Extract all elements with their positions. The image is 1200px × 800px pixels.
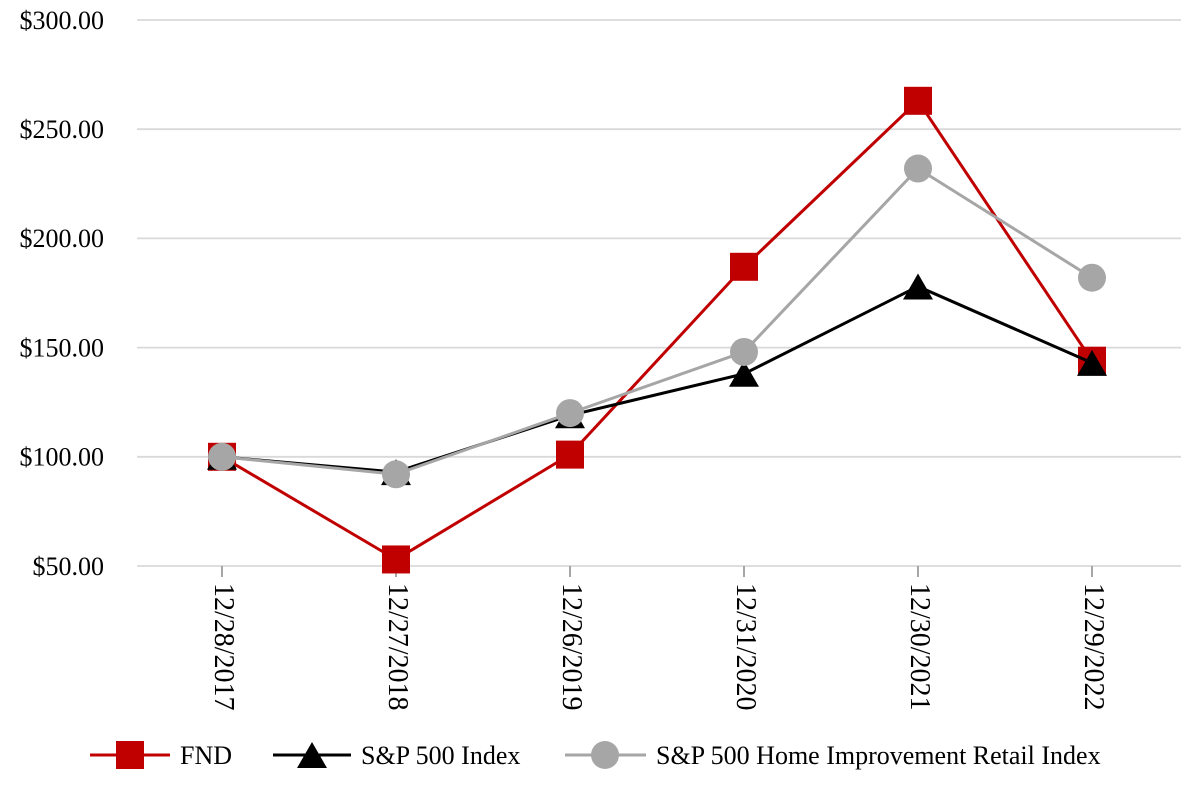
x-axis-label: 12/30/2021 xyxy=(904,583,935,711)
legend-item-triangle: S&P 500 Index xyxy=(273,741,520,770)
series-line-square xyxy=(221,98,1094,562)
gridlines-group xyxy=(137,19,1181,567)
legend-label: S&P 500 Home Improvement Retail Index xyxy=(656,741,1101,770)
y-axis-label: $200.00 xyxy=(20,224,105,253)
y-axis-label: $150.00 xyxy=(20,333,105,362)
x-axis-label: 12/28/2017 xyxy=(208,583,239,711)
series-line-triangle xyxy=(221,284,1093,474)
y-axis-labels-group: $300.00 $250.00 $200.00 $150.00 $100.00 $50.0… xyxy=(20,6,105,581)
legend-label: FND xyxy=(180,741,232,770)
y-axis-label: $100.00 xyxy=(20,443,105,472)
legend-marker-square xyxy=(116,741,144,769)
series-group xyxy=(207,86,1107,574)
data-point-marker-triangle-5 xyxy=(1077,349,1107,376)
x-axis-group: 12/28/2017 12/27/2018 12/26/2019 12/31/2020… xyxy=(208,566,1109,711)
series-circle xyxy=(208,154,1106,489)
data-point-marker-square-3 xyxy=(730,252,758,281)
legend-item-circle: S&P 500 Home Improvement Retail Index xyxy=(565,741,1101,770)
x-axis-label: 12/31/2020 xyxy=(730,583,761,711)
legend-item-square: FND xyxy=(90,741,232,770)
legend-marker-circle xyxy=(591,741,619,769)
data-point-marker-circle-1 xyxy=(382,460,410,489)
data-point-marker-square-1 xyxy=(382,545,410,574)
series-line-circle xyxy=(221,166,1093,476)
data-point-marker-circle-5 xyxy=(1078,263,1106,292)
data-point-marker-square-2 xyxy=(556,440,584,469)
data-point-marker-circle-3 xyxy=(730,337,758,366)
data-point-marker-circle-0 xyxy=(208,442,236,471)
legend-marker-triangle xyxy=(297,742,327,768)
data-point-marker-triangle-3 xyxy=(729,360,759,387)
legend: FND S&P 500 Index S&P 500 Home Improvement… xyxy=(90,741,1101,770)
data-point-marker-circle-2 xyxy=(556,399,584,428)
x-axis-label: 12/26/2019 xyxy=(556,583,587,711)
legend-label: S&P 500 Index xyxy=(361,741,520,770)
x-axis-label: 12/27/2018 xyxy=(382,583,413,711)
data-point-marker-triangle-4 xyxy=(903,273,933,300)
y-axis-label: $250.00 xyxy=(20,115,105,144)
y-axis-label: $50.00 xyxy=(33,552,105,581)
data-point-marker-square-4 xyxy=(904,86,932,115)
y-axis-label: $300.00 xyxy=(20,6,105,35)
x-axis-label: 12/29/2022 xyxy=(1078,583,1109,711)
data-point-marker-circle-4 xyxy=(904,154,932,183)
